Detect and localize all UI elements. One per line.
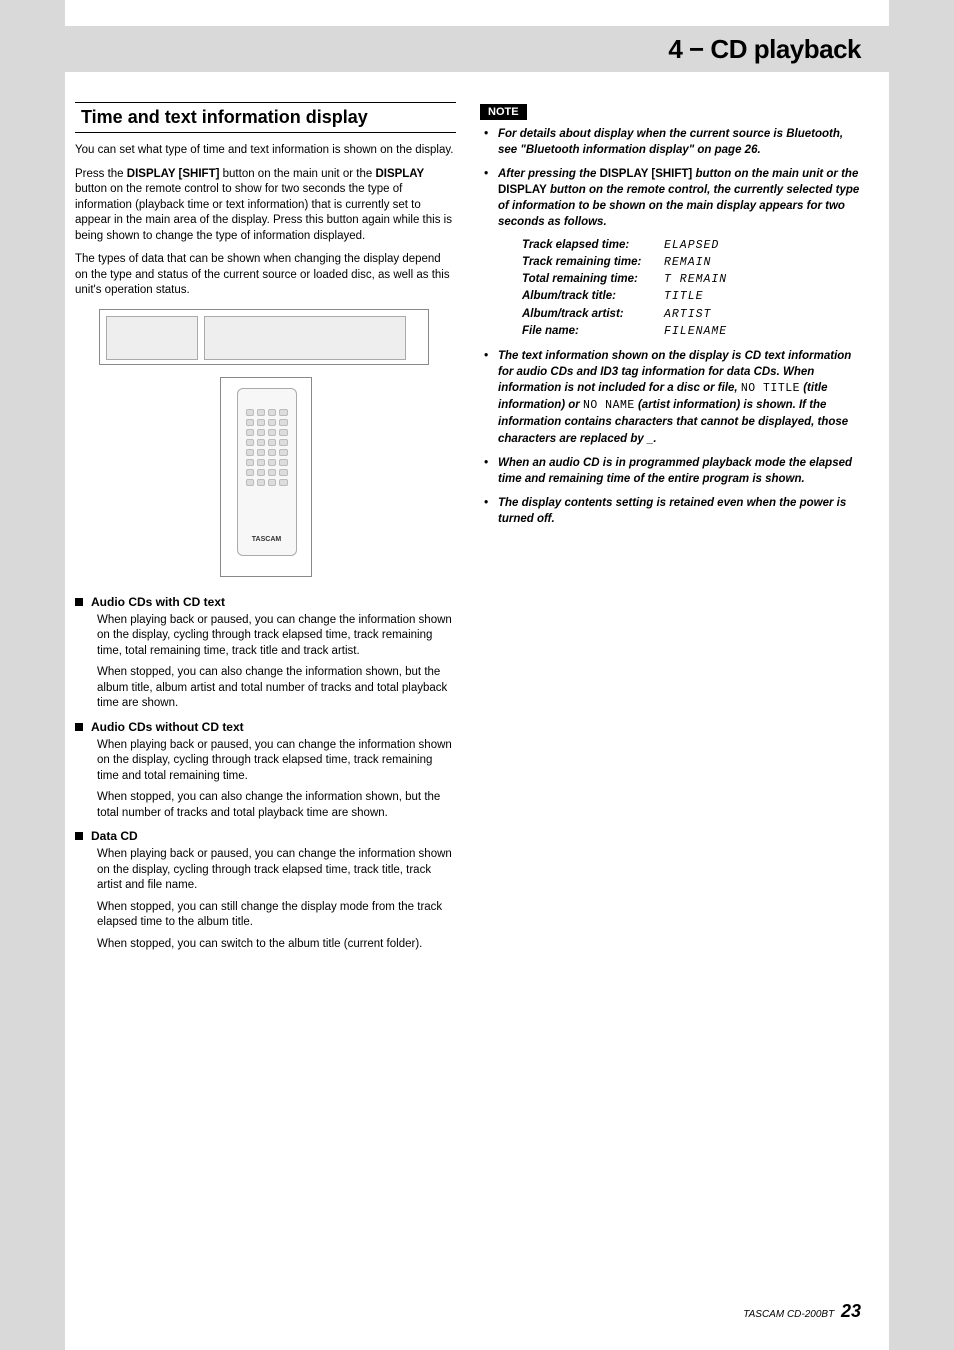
page-footer: TASCAM CD-200BT 23 xyxy=(743,1301,861,1322)
sub-title: Audio CDs without CD text xyxy=(91,720,244,734)
page: 4 − CD playback Time and text informatio… xyxy=(65,0,889,1350)
sub-para: When stopped, you can also change the in… xyxy=(97,665,456,712)
left-column: Time and text information display You ca… xyxy=(75,102,456,958)
page-number: 23 xyxy=(841,1301,861,1321)
note-list: For details about display when the curre… xyxy=(480,126,861,527)
chapter-title: 4 − CD playback xyxy=(668,34,861,65)
info-row: File name:FILENAME xyxy=(522,323,861,340)
info-row: Track elapsed time:ELAPSED xyxy=(522,237,861,254)
note-item: The text information shown on the displa… xyxy=(480,348,861,447)
sub-para: When stopped, you can still change the d… xyxy=(97,900,456,931)
sub-para: When playing back or paused, you can cha… xyxy=(97,613,456,660)
chapter-bar: 4 − CD playback xyxy=(65,26,889,72)
content-columns: Time and text information display You ca… xyxy=(65,72,889,958)
sub-para: When playing back or paused, you can cha… xyxy=(97,738,456,785)
info-table: Track elapsed time:ELAPSED Track remaini… xyxy=(522,237,861,341)
note-label: NOTE xyxy=(480,104,527,120)
sub-title: Data CD xyxy=(91,829,138,843)
sub-title: Audio CDs with CD text xyxy=(91,595,225,609)
info-row: Album/track artist:ARTIST xyxy=(522,306,861,323)
remote-outline xyxy=(237,388,297,556)
section-title: Time and text information display xyxy=(75,102,456,133)
main-unit-figure xyxy=(99,309,429,365)
sub-heading: Audio CDs without CD text xyxy=(75,720,456,734)
note-item: When an audio CD is in programmed playba… xyxy=(480,455,861,487)
info-row: Album/track title:TITLE xyxy=(522,288,861,305)
sub-heading: Data CD xyxy=(75,829,456,843)
sub-para: When stopped, you can switch to the albu… xyxy=(97,937,456,953)
note-item: After pressing the DISPLAY [SHIFT] butto… xyxy=(480,166,861,340)
sub-para: When stopped, you can also change the in… xyxy=(97,790,456,821)
note-item: The display contents setting is retained… xyxy=(480,495,861,527)
remote-control-figure xyxy=(220,377,312,577)
footer-model: TASCAM CD-200BT xyxy=(743,1309,834,1320)
intro-para: You can set what type of time and text i… xyxy=(75,143,456,159)
intro-para: The types of data that can be shown when… xyxy=(75,252,456,299)
sub-heading: Audio CDs with CD text xyxy=(75,595,456,609)
right-column: NOTE For details about display when the … xyxy=(480,102,861,958)
sub-para: When playing back or paused, you can cha… xyxy=(97,847,456,894)
note-item: For details about display when the curre… xyxy=(480,126,861,158)
info-row: Total remaining time:T REMAIN xyxy=(522,271,861,288)
intro-para: Press the DISPLAY [SHIFT] button on the … xyxy=(75,167,456,245)
remote-buttons xyxy=(246,409,288,486)
info-row: Track remaining time:REMAIN xyxy=(522,254,861,271)
